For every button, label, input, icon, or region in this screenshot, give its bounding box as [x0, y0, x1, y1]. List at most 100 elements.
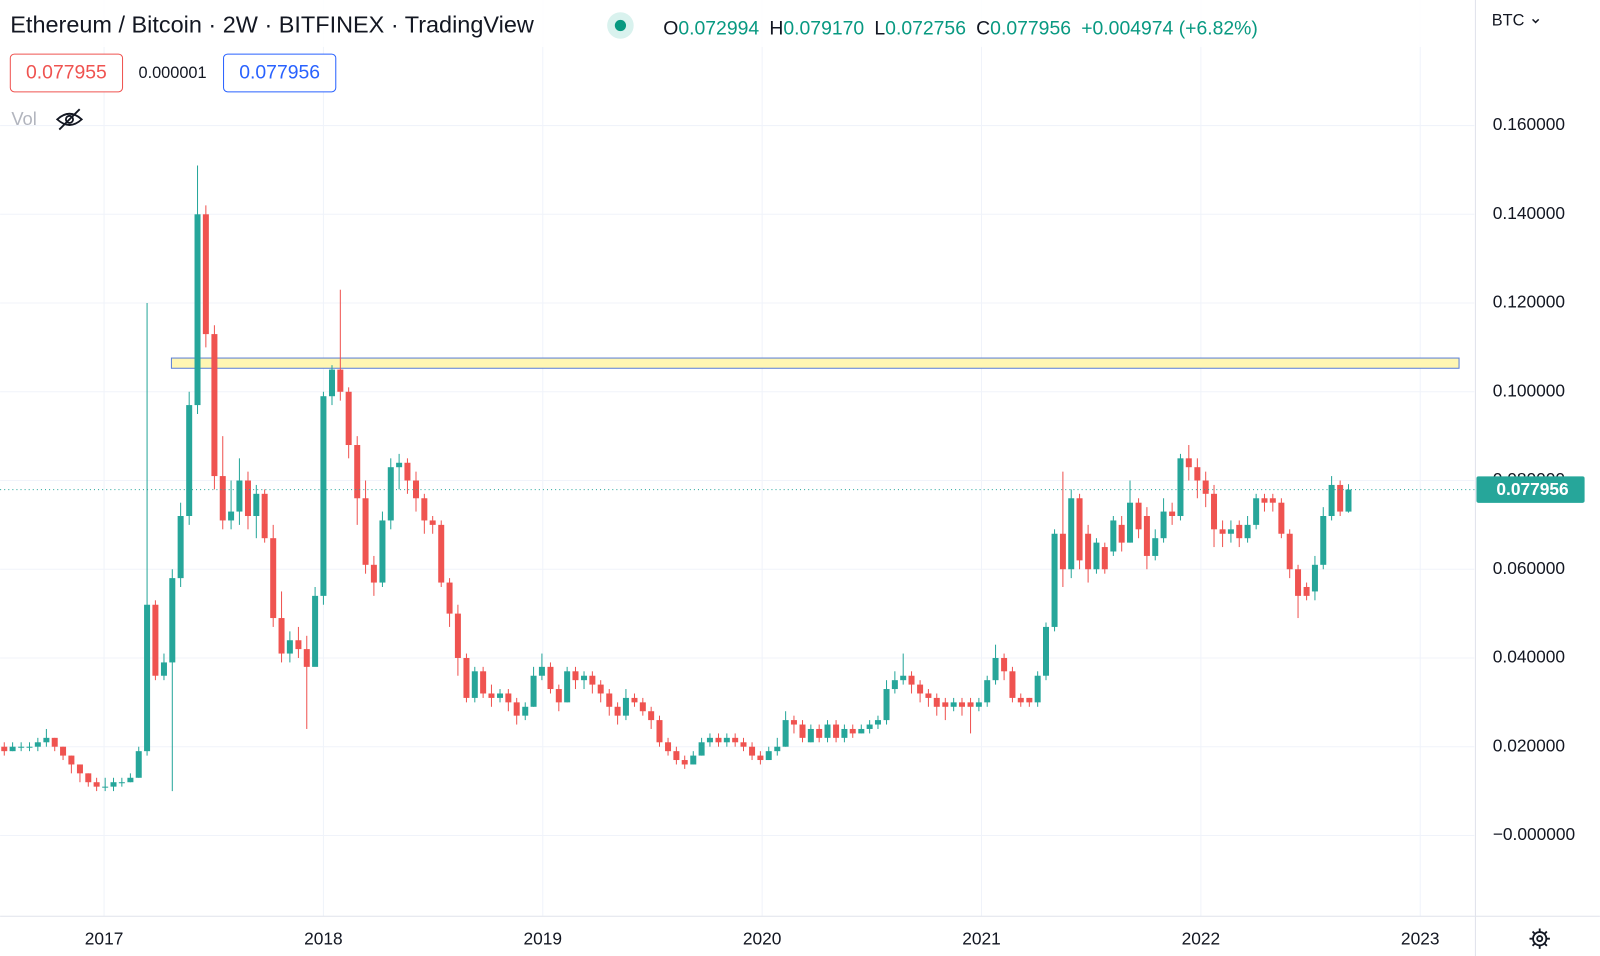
candle-body	[421, 498, 428, 521]
candle-body	[564, 671, 571, 703]
y-tick-label: 0.100000	[1493, 380, 1565, 400]
candle-body	[1059, 533, 1066, 570]
candle-body	[9, 746, 16, 752]
candle-body	[698, 742, 705, 756]
candle-body	[530, 675, 537, 707]
hide-icon[interactable]	[55, 108, 84, 131]
candle-body	[572, 671, 579, 681]
candle-body	[891, 680, 898, 690]
candle-body	[723, 737, 730, 743]
y-tick-label: 0.020000	[1493, 735, 1565, 755]
candle-body	[295, 640, 302, 650]
candle-body	[337, 369, 344, 392]
candle-body	[614, 706, 621, 716]
candle-body	[471, 671, 478, 698]
candle-body	[1101, 547, 1108, 570]
candle-body	[278, 618, 285, 654]
candle-body	[757, 755, 764, 761]
candle-body	[219, 476, 226, 521]
candle-body	[1118, 524, 1125, 543]
candle-body	[925, 693, 932, 698]
candle-body	[749, 746, 756, 756]
candle-body	[186, 405, 193, 517]
candle-body	[345, 391, 352, 446]
candle-body	[320, 396, 327, 596]
candle-body	[18, 746, 25, 748]
candle-body	[1269, 498, 1276, 503]
x-tick-label: 2019	[524, 928, 563, 948]
candle-body	[463, 657, 470, 698]
candle-body	[1194, 467, 1201, 481]
candle-body	[1328, 484, 1335, 517]
candle-body	[429, 520, 436, 525]
sell-box[interactable]	[9, 53, 124, 93]
candle-body	[967, 702, 974, 707]
candle-body	[228, 511, 235, 521]
candle-body	[555, 689, 562, 703]
candle-body	[1244, 524, 1251, 539]
candle-body	[673, 751, 680, 761]
candle-body	[1320, 516, 1327, 565]
candle-body	[975, 702, 982, 707]
currency[interactable]: BTC	[1492, 12, 1525, 30]
candle-body	[790, 720, 797, 725]
ohlc-value: 0.079170	[783, 18, 864, 40]
ohlc-value: 0.072994	[678, 18, 759, 40]
y-tick-label: −0.000000	[1493, 824, 1575, 844]
candle-body	[992, 657, 999, 681]
y-tick-label: 0.140000	[1493, 203, 1565, 223]
candle-body	[816, 728, 823, 738]
candle-body	[160, 662, 167, 676]
candle-body	[480, 671, 487, 694]
candle-body	[68, 755, 75, 765]
candle-body	[589, 675, 596, 685]
candle-body	[169, 578, 176, 663]
candle-body	[581, 675, 588, 681]
candle-body	[396, 462, 403, 468]
candle-body	[102, 786, 109, 788]
candle-body	[1135, 502, 1142, 530]
sell-price: 0.077955	[26, 62, 107, 84]
candle-body	[1303, 586, 1310, 596]
candle-body	[194, 214, 201, 406]
candle-body	[261, 493, 268, 539]
candle-body	[110, 782, 117, 787]
candle-body	[1227, 529, 1234, 534]
buy-box[interactable]	[223, 53, 337, 93]
candle-body	[362, 498, 369, 565]
candle-body	[1127, 502, 1134, 543]
candle-body	[1236, 524, 1243, 539]
candle-body	[387, 467, 394, 521]
y-tick-label: 0.040000	[1493, 647, 1565, 667]
candle-body	[446, 582, 453, 614]
candle-body	[942, 702, 949, 707]
candle-body	[1076, 498, 1083, 561]
candle-body	[833, 724, 840, 738]
candle-body	[1160, 511, 1167, 539]
candle-body	[715, 737, 722, 743]
settings-icon[interactable]	[1529, 928, 1550, 949]
ohlc-key: H	[769, 18, 783, 40]
candle-body	[51, 737, 58, 747]
x-tick-label: 2021	[962, 928, 1001, 948]
candle-body	[505, 693, 512, 703]
candle-body	[858, 728, 865, 734]
candle-body	[1345, 489, 1352, 512]
candle-body	[1185, 458, 1192, 468]
status-dot	[614, 19, 627, 32]
candle-body	[513, 702, 520, 716]
candle-body	[1219, 529, 1226, 534]
symbol-title: Ethereum / Bitcoin · 2W · BITFINEX · Tra…	[10, 12, 534, 38]
y-tick-label: 0.160000	[1493, 114, 1565, 134]
candle-body	[958, 702, 965, 707]
candle-body	[1337, 484, 1344, 512]
candle-body	[152, 604, 159, 676]
candle-body	[118, 782, 125, 784]
x-tick-label: 2017	[85, 928, 124, 948]
candle-body	[85, 773, 92, 783]
candle-body	[1009, 671, 1016, 698]
candle-body	[1177, 458, 1184, 517]
last-price-label: 0.077956	[1496, 479, 1569, 499]
candle-body	[312, 595, 319, 667]
candle-body	[1286, 533, 1293, 570]
